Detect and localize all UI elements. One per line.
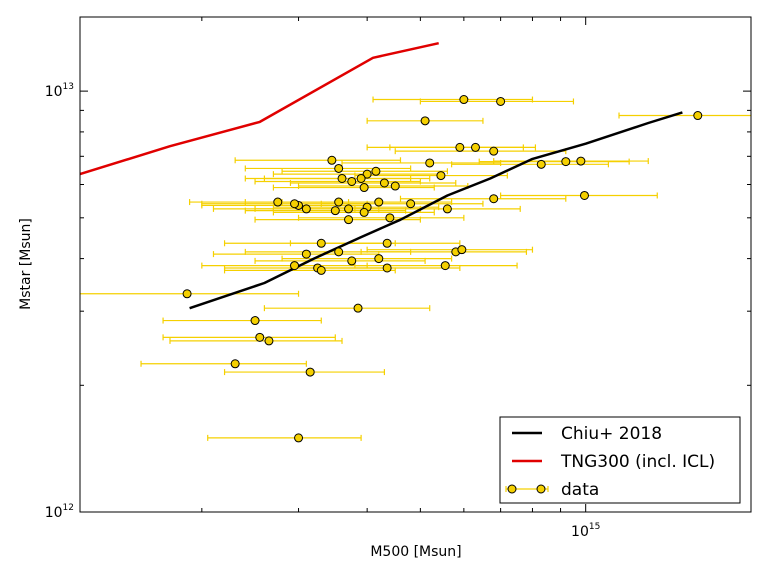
legend: Chiu+ 2018 TNG300 (incl. ICL) data	[499, 416, 741, 504]
data-point	[334, 247, 344, 257]
x-tick-label: 1015	[571, 522, 600, 540]
data-point	[385, 213, 395, 223]
data-point	[425, 158, 435, 168]
data-point	[406, 199, 416, 209]
data-point	[344, 204, 354, 214]
data-point	[182, 289, 192, 299]
data-point	[379, 178, 389, 188]
data-point	[459, 95, 469, 105]
data-point	[290, 199, 300, 209]
data-point	[347, 176, 357, 186]
data-point	[489, 146, 499, 156]
data-point	[359, 207, 369, 217]
tng300-incl-icl-line	[80, 41, 439, 176]
data-point	[316, 238, 326, 248]
data-point	[316, 265, 326, 275]
data-point	[294, 433, 304, 443]
data-point	[356, 173, 366, 183]
data-point	[382, 238, 392, 248]
data-point	[353, 303, 363, 313]
data-point	[334, 197, 344, 207]
data-point	[470, 142, 480, 152]
data-point	[327, 155, 337, 165]
data-point	[301, 204, 311, 214]
data-point	[359, 183, 369, 193]
data-point	[264, 336, 274, 346]
data-point	[255, 332, 265, 342]
data-point	[436, 171, 446, 181]
data-point	[420, 116, 430, 126]
errorbars	[80, 96, 751, 441]
data-point	[330, 206, 340, 216]
data-point	[693, 111, 703, 121]
data-point	[536, 159, 546, 169]
y-tick-label: 1013	[45, 82, 74, 100]
x-axis-label: M500 [Msun]	[370, 544, 461, 560]
x-tick-labels: 1015	[571, 522, 600, 540]
minor-ticks	[80, 17, 751, 512]
data-point	[362, 169, 372, 179]
data-point	[374, 197, 384, 207]
y-tick-labels: 1012 1013	[45, 82, 74, 521]
data-point	[390, 181, 400, 191]
plot-frame	[79, 16, 752, 513]
data-point	[301, 249, 311, 259]
data-point	[334, 163, 344, 173]
data-point	[457, 245, 467, 255]
data-point	[250, 316, 260, 326]
legend-swatch-marker	[536, 484, 546, 494]
legend-swatch-marker	[507, 484, 517, 494]
data-point	[489, 194, 499, 204]
data-point	[347, 256, 357, 266]
legend-label: TNG300 (incl. ICL)	[560, 452, 715, 472]
data-point	[442, 204, 452, 214]
data-point	[576, 156, 586, 166]
y-tick-label: 1012	[45, 503, 74, 521]
data-point	[374, 254, 384, 264]
data-markers	[182, 95, 703, 443]
y-axis-label: Mstar [Msun]	[18, 218, 34, 310]
data-point	[440, 261, 450, 271]
legend-label: data	[561, 480, 599, 500]
data-point	[344, 215, 354, 225]
data-point	[496, 96, 506, 106]
data-point	[230, 359, 240, 369]
data-point	[561, 157, 571, 167]
data-point	[455, 142, 465, 152]
data-point	[337, 173, 347, 183]
data-point	[290, 261, 300, 271]
data-point	[305, 367, 315, 377]
data-point	[382, 263, 392, 273]
data-point	[579, 190, 589, 200]
data-point	[371, 166, 381, 176]
data-point	[273, 197, 283, 207]
legend-label: Chiu+ 2018	[561, 424, 662, 444]
